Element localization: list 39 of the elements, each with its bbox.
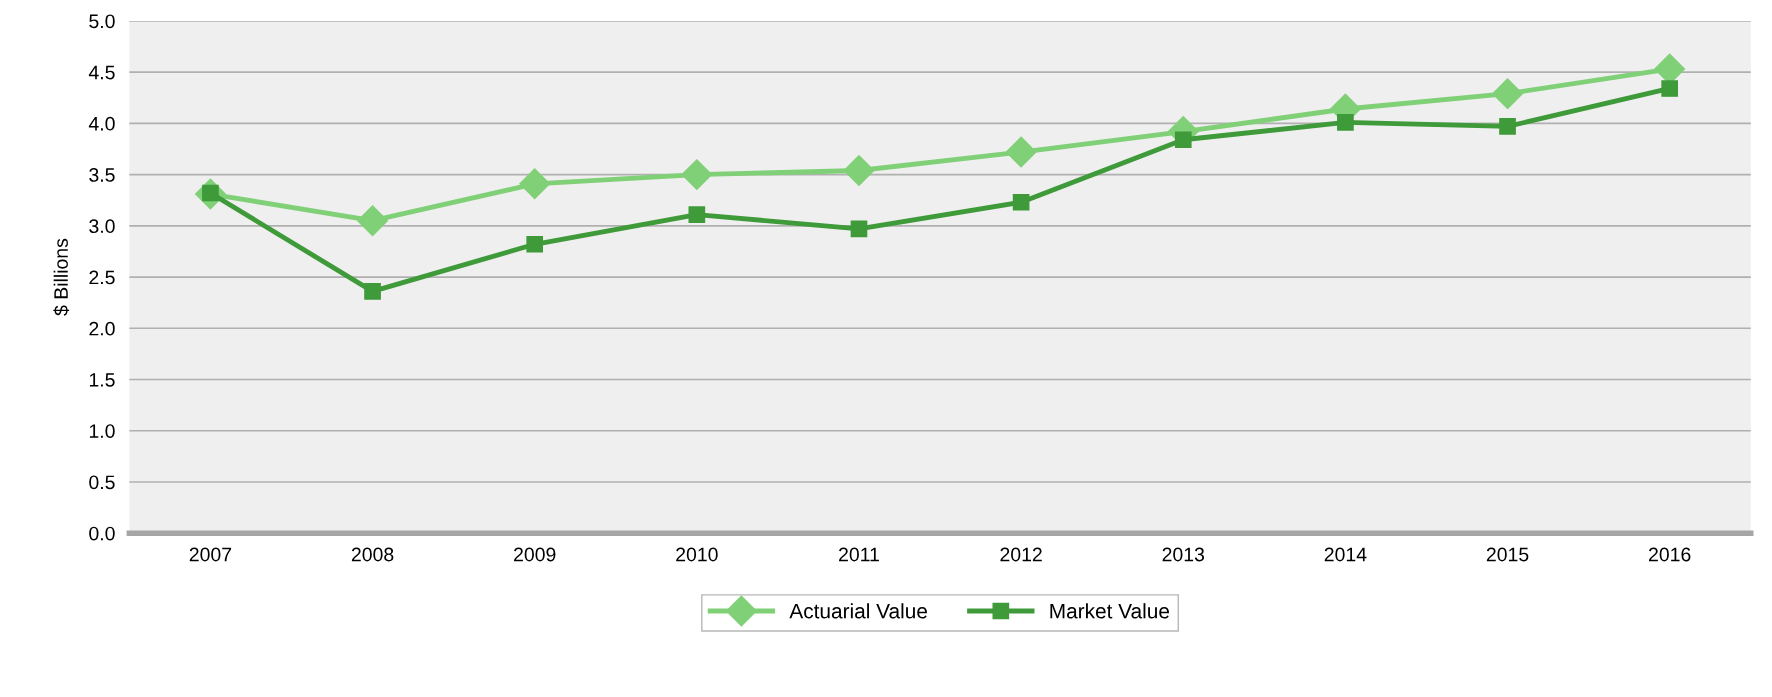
x-tick-label: 2007 — [189, 547, 232, 562]
point — [357, 205, 388, 237]
y-tick-label: 0.5 — [89, 475, 115, 490]
y-tick-label: 4.5 — [88, 65, 115, 80]
point — [850, 220, 868, 238]
x-tick-label: 2009 — [514, 547, 556, 562]
point — [526, 235, 544, 253]
point — [681, 159, 713, 191]
point — [688, 206, 706, 223]
x-tick-label: 2011 — [839, 547, 879, 562]
point — [1174, 131, 1192, 149]
y-tick-label: 2.5 — [89, 270, 115, 285]
legend-label: Market Value — [1050, 603, 1170, 619]
y-tick-label: 0.0 — [89, 526, 115, 541]
point — [1499, 118, 1516, 135]
point — [1492, 78, 1523, 110]
x-tick-label: 2014 — [1324, 547, 1367, 562]
point — [1661, 80, 1679, 97]
y-tick-label: 4.0 — [88, 116, 115, 131]
point — [1337, 114, 1354, 131]
point — [843, 155, 875, 186]
y-tick-label: 1.0 — [89, 424, 115, 438]
point — [519, 168, 551, 200]
x-tick-label: 2013 — [1162, 547, 1205, 562]
x-tick-label: 2008 — [351, 547, 394, 562]
x-tick-label: 2015 — [1486, 547, 1529, 562]
legend-label: Actuarial Value — [789, 603, 927, 619]
y-tick-label: 2.0 — [89, 321, 115, 336]
y-tick-label: 3.0 — [89, 219, 115, 234]
y-tick-label: 1.5 — [89, 373, 115, 387]
x-tick-label: 2010 — [676, 547, 718, 562]
x-tick-label: 2016 — [1649, 547, 1691, 562]
point — [1005, 136, 1037, 168]
point — [364, 283, 381, 300]
x-tick-label: 2012 — [1000, 547, 1042, 562]
y-axis-title: $ Billions — [53, 238, 70, 316]
y-tick-label: 5.0 — [89, 14, 115, 29]
y-tick-label: 3.5 — [89, 168, 115, 182]
point — [1012, 193, 1030, 211]
